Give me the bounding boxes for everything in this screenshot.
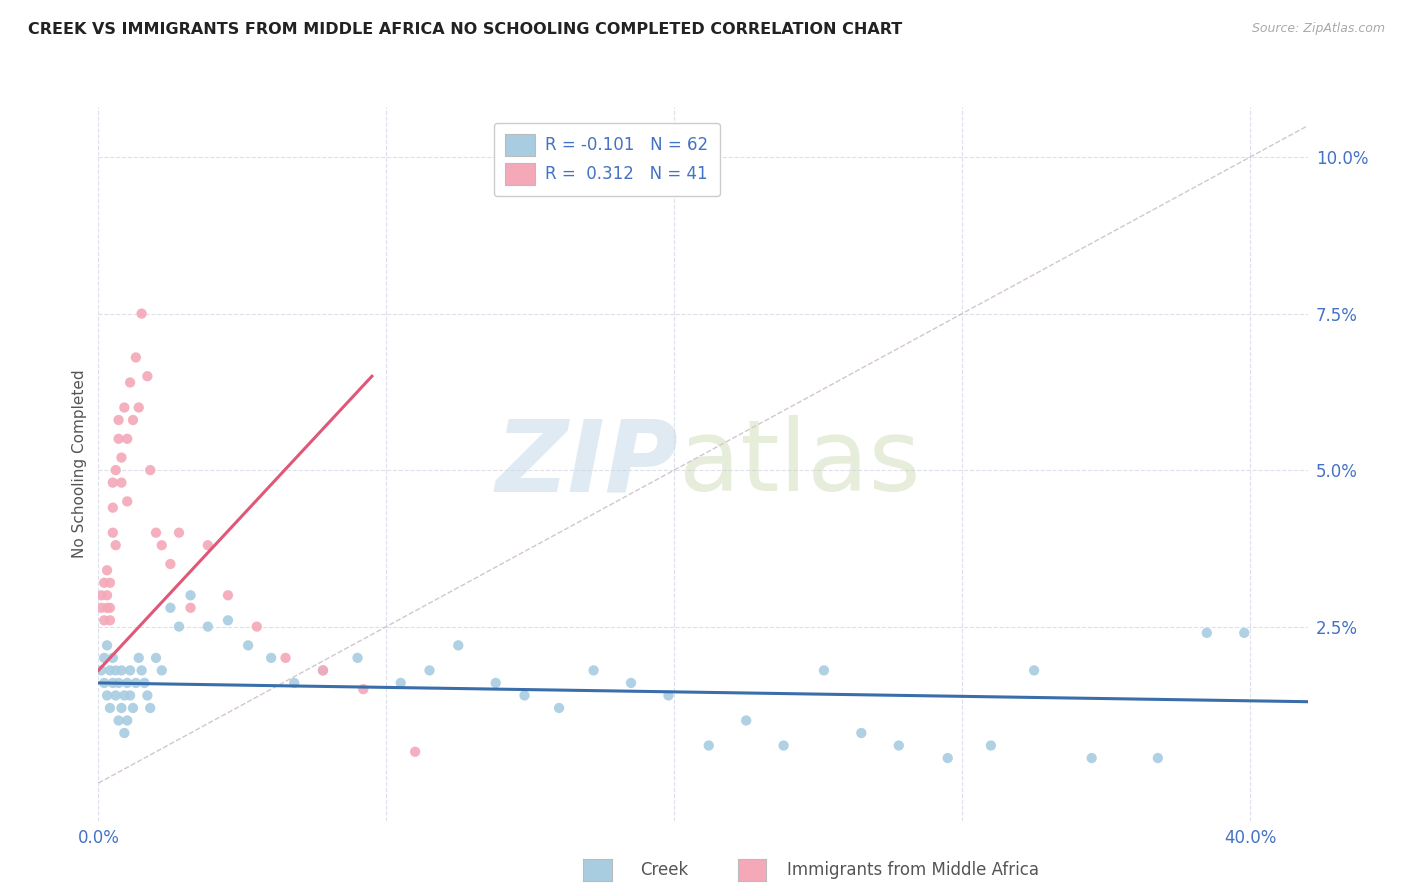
Point: [107, 413, 129, 427]
Point: [485, 676, 508, 690]
Point: [98, 664, 121, 678]
Point: [1233, 625, 1256, 640]
Point: [101, 676, 124, 690]
Point: [125, 351, 148, 365]
Point: [115, 494, 138, 508]
Point: [1147, 751, 1170, 765]
Point: [101, 475, 124, 490]
Point: [122, 701, 145, 715]
Point: [813, 664, 835, 678]
Point: [887, 739, 910, 753]
Point: [312, 664, 335, 678]
Point: [312, 664, 335, 678]
Point: [110, 475, 132, 490]
Point: [134, 676, 156, 690]
Point: [98, 701, 121, 715]
Point: [96, 588, 118, 602]
Point: [112, 401, 135, 415]
Point: [136, 689, 159, 703]
Point: [104, 463, 127, 477]
Point: [115, 676, 138, 690]
Point: [150, 538, 173, 552]
Legend: R = -0.101   N = 62, R =  0.312   N = 41: R = -0.101 N = 62, R = 0.312 N = 41: [494, 122, 720, 196]
Point: [96, 600, 118, 615]
Point: [120, 664, 142, 678]
Point: [93, 676, 115, 690]
Point: [735, 714, 758, 728]
Point: [90, 664, 112, 678]
Point: [136, 369, 159, 384]
Point: [217, 588, 239, 602]
Point: [104, 689, 127, 703]
Point: [145, 525, 167, 540]
Point: [128, 401, 150, 415]
Point: [93, 613, 115, 627]
Point: [274, 651, 297, 665]
Point: [582, 664, 605, 678]
Point: [128, 651, 150, 665]
Point: [197, 619, 219, 633]
Point: [167, 525, 190, 540]
Point: [283, 676, 305, 690]
Point: [851, 726, 873, 740]
Point: [107, 676, 129, 690]
Point: [548, 701, 571, 715]
Text: Source: ZipAtlas.com: Source: ZipAtlas.com: [1251, 22, 1385, 36]
Point: [101, 500, 124, 515]
Point: [90, 588, 112, 602]
Point: [112, 689, 135, 703]
Point: [246, 619, 269, 633]
Point: [110, 701, 132, 715]
Point: [131, 307, 153, 321]
Point: [93, 575, 115, 590]
Point: [217, 613, 239, 627]
Point: [236, 639, 259, 653]
Point: [115, 432, 138, 446]
Point: [346, 651, 368, 665]
Point: [110, 664, 132, 678]
Point: [98, 575, 121, 590]
Point: [107, 432, 129, 446]
Point: [150, 664, 173, 678]
Point: [115, 714, 138, 728]
Text: Immigrants from Middle Africa: Immigrants from Middle Africa: [787, 861, 1039, 879]
Point: [90, 600, 112, 615]
Point: [125, 676, 148, 690]
Point: [1080, 751, 1102, 765]
Point: [96, 639, 118, 653]
Point: [180, 600, 202, 615]
Point: [110, 450, 132, 465]
Point: [197, 538, 219, 552]
Point: [697, 739, 720, 753]
Point: [93, 651, 115, 665]
Point: [104, 664, 127, 678]
Point: [98, 613, 121, 627]
Point: [120, 376, 142, 390]
Point: [1195, 625, 1218, 640]
Y-axis label: No Schooling Completed: No Schooling Completed: [72, 369, 87, 558]
Text: CREEK VS IMMIGRANTS FROM MIDDLE AFRICA NO SCHOOLING COMPLETED CORRELATION CHART: CREEK VS IMMIGRANTS FROM MIDDLE AFRICA N…: [28, 22, 903, 37]
Point: [107, 714, 129, 728]
Point: [936, 751, 959, 765]
Text: atlas: atlas: [679, 416, 921, 512]
Point: [122, 413, 145, 427]
Point: [389, 676, 412, 690]
Point: [96, 689, 118, 703]
Point: [112, 726, 135, 740]
Point: [1022, 664, 1045, 678]
Point: [260, 651, 283, 665]
Point: [159, 557, 181, 571]
Point: [180, 588, 202, 602]
Point: [447, 639, 470, 653]
Point: [139, 701, 162, 715]
Point: [98, 600, 121, 615]
Point: [167, 619, 190, 633]
Point: [513, 689, 536, 703]
Point: [101, 651, 124, 665]
Text: ZIP: ZIP: [496, 416, 679, 512]
Point: [96, 563, 118, 577]
Point: [352, 682, 374, 697]
Point: [657, 689, 679, 703]
Point: [101, 525, 124, 540]
